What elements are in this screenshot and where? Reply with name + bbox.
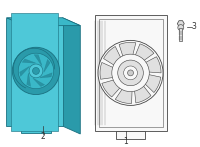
Circle shape <box>118 60 143 86</box>
Polygon shape <box>11 13 58 131</box>
Polygon shape <box>20 66 29 76</box>
Circle shape <box>128 70 133 76</box>
Polygon shape <box>27 73 31 86</box>
Polygon shape <box>6 18 80 26</box>
FancyBboxPatch shape <box>179 28 182 41</box>
Polygon shape <box>44 59 50 72</box>
Circle shape <box>112 54 149 92</box>
Polygon shape <box>21 126 51 133</box>
Polygon shape <box>34 55 42 66</box>
Circle shape <box>178 25 184 31</box>
Text: 2: 2 <box>40 132 45 141</box>
Circle shape <box>124 66 137 80</box>
Polygon shape <box>104 46 123 67</box>
Polygon shape <box>177 21 184 27</box>
Polygon shape <box>134 44 154 63</box>
Polygon shape <box>40 73 52 78</box>
Polygon shape <box>142 57 161 73</box>
Circle shape <box>98 40 163 105</box>
Polygon shape <box>115 85 132 103</box>
Circle shape <box>12 47 60 95</box>
Polygon shape <box>63 18 80 134</box>
Polygon shape <box>119 42 136 61</box>
Polygon shape <box>116 131 145 139</box>
Circle shape <box>33 67 39 74</box>
Circle shape <box>18 53 54 89</box>
Polygon shape <box>22 59 36 63</box>
Polygon shape <box>102 79 123 97</box>
Text: 1: 1 <box>123 137 128 146</box>
Polygon shape <box>95 15 167 131</box>
Polygon shape <box>99 19 163 127</box>
Polygon shape <box>33 78 45 87</box>
Text: 3: 3 <box>191 22 196 31</box>
Polygon shape <box>100 62 117 79</box>
Polygon shape <box>134 82 151 103</box>
Polygon shape <box>142 74 161 92</box>
Circle shape <box>29 64 43 78</box>
Polygon shape <box>6 18 63 126</box>
